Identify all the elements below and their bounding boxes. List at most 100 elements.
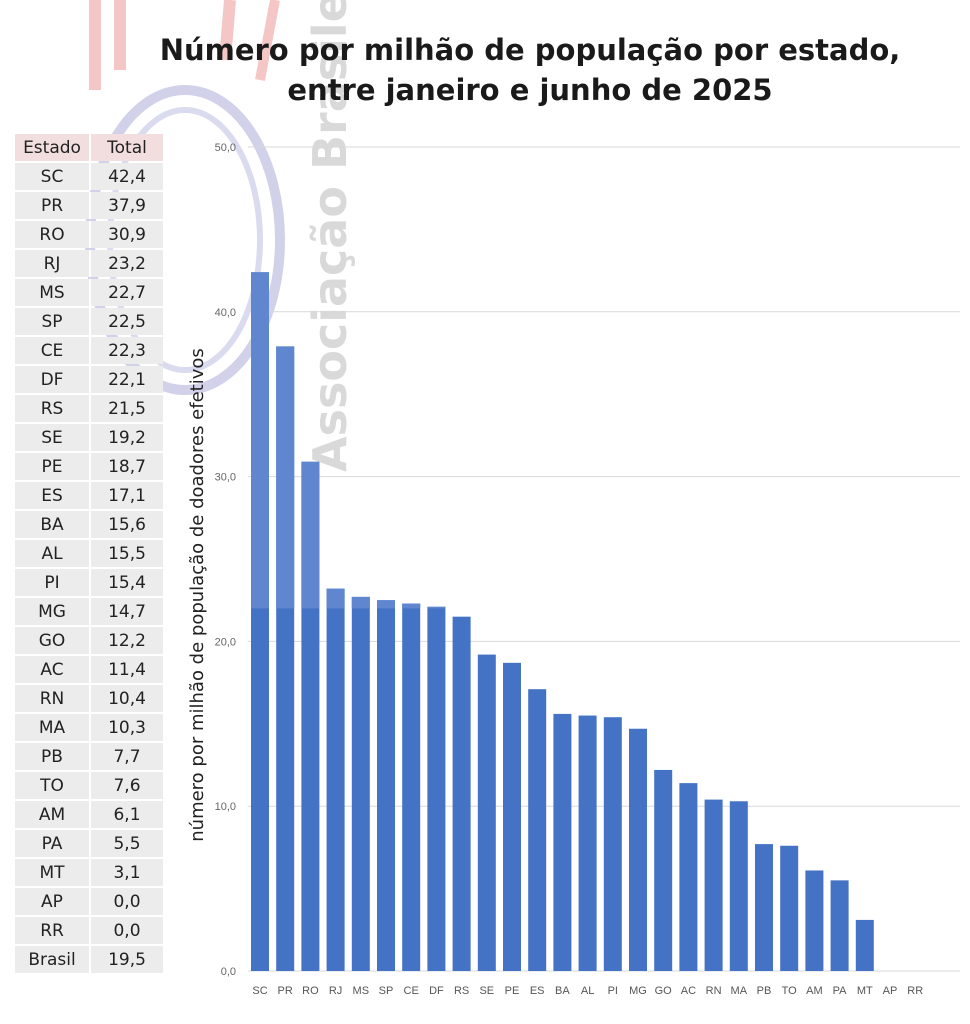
table-cell-estado: Brasil: [15, 946, 89, 973]
table-cell-total: 22,1: [89, 366, 163, 393]
table-cell-total: 11,4: [89, 656, 163, 683]
y-axis-label: número por milhão de população de doador…: [187, 348, 208, 842]
y-tick-label: 30,0: [215, 472, 236, 484]
table-cell-total: 18,7: [89, 453, 163, 480]
y-tick-label: 0,0: [221, 966, 236, 978]
table-cell-total: 37,9: [89, 192, 163, 219]
y-tick-label: 10,0: [215, 801, 236, 813]
table-header-row: Estado Total: [15, 134, 163, 161]
bar-pa: [830, 880, 849, 971]
bar-mg: [629, 728, 647, 971]
table-cell-estado: SP: [15, 308, 89, 335]
table-header-total: Total: [89, 134, 163, 161]
bar-highlight-df: [427, 606, 446, 609]
x-tick-label: PI: [608, 985, 618, 997]
x-tick-label: AL: [581, 985, 594, 997]
table-cell-estado: MG: [15, 598, 89, 625]
table-row: RN 10,4: [15, 685, 163, 712]
table-row: GO 12,2: [15, 627, 163, 654]
bar-to: [780, 845, 799, 971]
table-cell-estado: RS: [15, 395, 89, 422]
table-cell-total: 15,6: [89, 511, 163, 538]
chart-title: Número por milhão de população por estad…: [159, 33, 901, 107]
y-tick-label: 20,0: [215, 636, 236, 648]
table-cell-estado: ES: [15, 482, 89, 509]
table-row: MG 14,7: [15, 598, 163, 625]
x-tick-label: RO: [302, 985, 319, 997]
chart-bars: [251, 272, 874, 971]
x-tick-label: SP: [379, 985, 394, 997]
table-cell-estado: GO: [15, 627, 89, 654]
table-cell-total: 7,6: [89, 772, 163, 799]
table-cell-estado: PR: [15, 192, 89, 219]
data-table: Estado Total SC 42,4 PR 37,9 RO 30,9 RJ 23,2 MS 2…: [15, 132, 163, 975]
bar-ma: [729, 801, 748, 971]
table-row: SP 22,5: [15, 308, 163, 335]
bar-pe: [503, 662, 521, 971]
table-cell-estado: MT: [15, 859, 89, 886]
x-tick-label: MG: [629, 985, 647, 997]
table-cell-estado: AP: [15, 888, 89, 915]
table-row: BA 15,6: [15, 511, 163, 538]
table-cell-total: 19,5: [89, 946, 163, 973]
y-tick-label: 50,0: [215, 142, 236, 154]
x-tick-label: AP: [883, 985, 898, 997]
y-axis-ticks: 0,0 10,0 20,0 30,0 40,0 50,0: [215, 142, 236, 978]
table-cell-estado: AM: [15, 801, 89, 828]
bar-pi: [603, 717, 622, 971]
table-cell-total: 3,1: [89, 859, 163, 886]
table-cell-estado: MA: [15, 714, 89, 741]
bar-highlight-sc: [251, 272, 269, 609]
table-row: RR 0,0: [15, 917, 163, 944]
bar-highlight-ms: [351, 596, 370, 609]
table-row: MA 10,3: [15, 714, 163, 741]
table-cell-total: 0,0: [89, 888, 163, 915]
table-cell-estado: RO: [15, 221, 89, 248]
bar-rj: [326, 588, 345, 971]
table-cell-estado: AL: [15, 540, 89, 567]
table-cell-estado: SE: [15, 424, 89, 451]
table-row: RO 30,9: [15, 221, 163, 248]
table-row: TO 7,6: [15, 772, 163, 799]
x-tick-label: SE: [479, 985, 494, 997]
table-cell-estado: BA: [15, 511, 89, 538]
y-tick-label: 40,0: [215, 307, 236, 319]
bar-rs: [452, 616, 471, 971]
x-tick-label: MS: [353, 985, 370, 997]
table-cell-total: 22,5: [89, 308, 163, 335]
table-row: SE 19,2: [15, 424, 163, 451]
bar-df: [427, 606, 446, 971]
table-cell-estado: RN: [15, 685, 89, 712]
table-cell-total: 19,2: [89, 424, 163, 451]
x-tick-label: ES: [530, 985, 545, 997]
table-row: SC 42,4: [15, 163, 163, 190]
table-cell-total: 12,2: [89, 627, 163, 654]
table-row: AC 11,4: [15, 656, 163, 683]
table-cell-total: 15,5: [89, 540, 163, 567]
bar-am: [805, 870, 824, 971]
table-cell-total: 17,1: [89, 482, 163, 509]
table-cell-total: 23,2: [89, 250, 163, 277]
bar-se: [477, 654, 496, 971]
table-row: PE 18,7: [15, 453, 163, 480]
table-cell-estado: PB: [15, 743, 89, 770]
table-cell-total: 22,7: [89, 279, 163, 306]
bar-mt: [855, 919, 874, 971]
bar-ms: [351, 596, 370, 971]
table-row: MT 3,1: [15, 859, 163, 886]
table-cell-estado: PE: [15, 453, 89, 480]
bar-es: [528, 689, 547, 971]
table-row: DF 22,1: [15, 366, 163, 393]
table-cell-total: 15,4: [89, 569, 163, 596]
x-tick-label: BA: [555, 985, 570, 997]
table-cell-estado: DF: [15, 366, 89, 393]
bar-highlight-pr: [276, 346, 295, 609]
x-tick-label: SC: [252, 985, 267, 997]
x-tick-label: AM: [806, 985, 823, 997]
x-tick-label: PA: [833, 985, 848, 997]
x-axis-labels: SC PR RO RJ MS SP CE DF RS SE PE ES BA AL PI MG GO AC RN MA…: [252, 985, 923, 997]
table-cell-total: 0,0: [89, 917, 163, 944]
bar-sp: [377, 600, 395, 971]
x-tick-label: PR: [278, 985, 293, 997]
bar-al: [578, 715, 597, 971]
